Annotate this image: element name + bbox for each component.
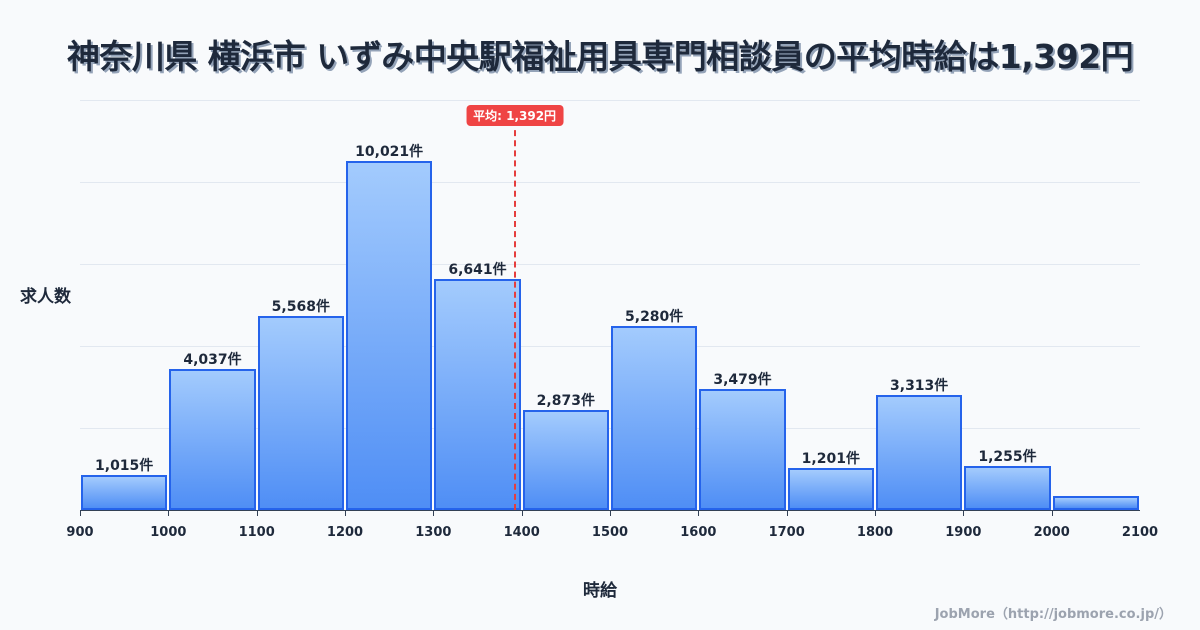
x-tick xyxy=(80,510,81,516)
x-tick-label: 1700 xyxy=(768,525,805,540)
source-credit: JobMore（http://jobmore.co.jp/） xyxy=(934,607,1172,622)
bar-value-label: 10,021件 xyxy=(355,143,424,160)
histogram-bar[interactable] xyxy=(522,409,609,510)
bar-value-label: 1,201件 xyxy=(801,451,860,468)
gridline xyxy=(80,100,1140,101)
x-tick-label: 1000 xyxy=(150,525,187,540)
x-tick xyxy=(963,510,965,516)
average-badge: 平均: 1,392円 xyxy=(466,105,564,126)
x-tick xyxy=(875,510,876,516)
x-tick-label: 1500 xyxy=(591,525,629,540)
bar-value-label: 4,037件 xyxy=(183,352,242,369)
x-tick-label: 2000 xyxy=(1033,525,1070,540)
histogram-bar[interactable] xyxy=(257,316,344,510)
x-tick xyxy=(698,510,700,516)
bar-value-label: 1,015件 xyxy=(95,457,154,474)
x-tick-label: 2100 xyxy=(1121,525,1159,540)
gridline xyxy=(80,264,1140,265)
bar-value-label: 3,313件 xyxy=(890,377,949,394)
x-tick-label: 1200 xyxy=(326,525,364,540)
bar-value-label: 5,568件 xyxy=(271,299,330,316)
x-tick xyxy=(256,510,258,516)
histogram-bar[interactable] xyxy=(787,468,874,510)
histogram-plot-area: 1,015件 4,037件 5,568件 10,021件 6,641件 2,873件 5,2… xyxy=(66,100,1158,540)
gridline xyxy=(80,182,1140,183)
x-tick xyxy=(345,510,346,516)
histogram-bar[interactable] xyxy=(1052,496,1139,510)
histogram-bar[interactable] xyxy=(346,160,433,510)
x-tick-label: 1400 xyxy=(503,525,540,540)
histogram-bar[interactable] xyxy=(964,466,1051,510)
x-tick xyxy=(786,510,788,516)
gridline xyxy=(80,428,1140,429)
gridline xyxy=(80,346,1140,347)
x-tick xyxy=(168,510,170,516)
bar-value-label: 3,479件 xyxy=(713,371,772,388)
x-tick-label: 1100 xyxy=(238,525,275,540)
x-tick xyxy=(433,510,435,516)
chart-title: 神奈川県 横浜市 いずみ中央駅福祉用具専門相談員の平均時給は1,392円 xyxy=(66,37,1134,76)
bar-value-label: 5,280件 xyxy=(625,309,684,326)
x-tick-label: 1600 xyxy=(680,525,717,540)
histogram-bar[interactable] xyxy=(699,388,786,510)
histogram-bar[interactable] xyxy=(81,474,168,510)
x-tick-label: 1900 xyxy=(945,525,982,540)
histogram-bar[interactable] xyxy=(611,326,698,510)
x-tick-label: 1800 xyxy=(856,525,894,540)
bar-value-label: 2,873件 xyxy=(536,392,595,409)
bar-value-label: 1,255件 xyxy=(978,449,1037,466)
histogram-bar[interactable] xyxy=(434,278,521,510)
x-tick xyxy=(610,510,611,516)
bar-value-label: 6,641件 xyxy=(448,261,507,278)
x-tick-label: 900 xyxy=(66,525,94,540)
x-axis-label: 時給 xyxy=(583,581,617,601)
average-line xyxy=(513,120,516,510)
x-tick xyxy=(521,510,523,516)
histogram-bar[interactable] xyxy=(876,394,963,510)
x-tick xyxy=(1051,510,1053,516)
histogram-bar[interactable] xyxy=(169,369,256,510)
x-tick-label: 1300 xyxy=(415,525,452,540)
y-axis-label: 求人数 xyxy=(20,287,71,307)
